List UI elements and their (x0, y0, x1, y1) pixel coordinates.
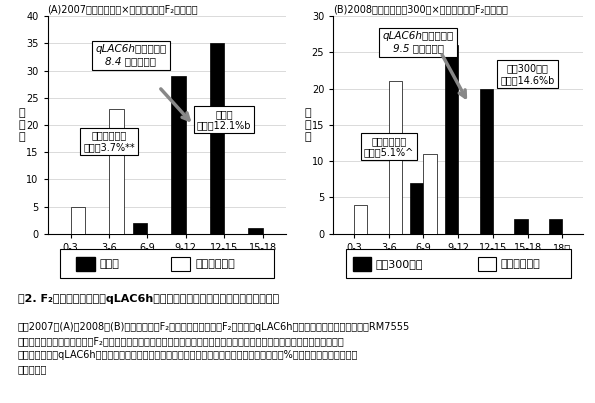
Text: 北海300号型
平均　14.6%b: 北海300号型 平均 14.6%b (500, 63, 555, 85)
Bar (171, 257, 190, 271)
Text: 2007年(A)と2008年(B)にそれぞれのF₂解析集団を養成し、F₂各個体のqLAC6h遣伝子型を近接するマーカーRM7555
によって判別した。成熟後にF: 2007年(A)と2008年(B)にそれぞれのF₂解析集団を養成し、F₂各個体の… (18, 322, 410, 374)
Bar (354, 205, 367, 234)
Bar (549, 219, 562, 234)
Text: 初零型: 初零型 (100, 259, 120, 269)
Text: 噣2. F₂解析集団におけるqLAC6h遣伝子型別のアミロース含有率の頻度分布: 噣2. F₂解析集団におけるqLAC6h遣伝子型別のアミロース含有率の頻度分布 (18, 294, 279, 304)
Bar (71, 207, 85, 234)
Bar (411, 183, 424, 234)
Text: qLAC6h導入による
9.5 の低減効果: qLAC6h導入による 9.5 の低減効果 (383, 31, 454, 53)
Text: (A)2007年温室「初零×はなえまき」F₂解析集団: (A)2007年温室「初零×はなえまき」F₂解析集団 (48, 4, 198, 14)
Bar (248, 228, 262, 234)
Bar (480, 89, 493, 234)
Text: はなえまき型: はなえまき型 (500, 259, 540, 269)
Bar (76, 257, 95, 271)
Bar (389, 81, 402, 234)
Text: はなえまき型: はなえまき型 (195, 259, 235, 269)
Bar (478, 257, 496, 271)
Bar (515, 219, 528, 234)
X-axis label: アミロース含有率(%): アミロース含有率(%) (130, 258, 203, 268)
Text: 初零型
平均　12.1%b: 初零型 平均 12.1%b (197, 109, 252, 130)
Y-axis label: 個
体
数: 個 体 数 (18, 108, 25, 141)
Text: 北海300号型: 北海300号型 (375, 259, 423, 269)
FancyBboxPatch shape (60, 249, 274, 278)
FancyBboxPatch shape (346, 249, 571, 278)
Bar (133, 223, 148, 234)
Bar (353, 257, 371, 271)
Bar (209, 43, 224, 234)
Bar (171, 76, 186, 234)
Bar (109, 108, 124, 234)
Bar (424, 154, 437, 234)
Bar (445, 45, 458, 234)
Text: はなえまき型
平均　3.7%**: はなえまき型 平均 3.7%** (83, 131, 135, 152)
Text: qLAC6h導入による
8.4 の低減効果: qLAC6h導入による 8.4 の低減効果 (95, 44, 167, 66)
X-axis label: アミロース含有率(%): アミロース含有率(%) (422, 258, 494, 268)
Text: はなえまき型
平均　5.1%^: はなえまき型 平均 5.1%^ (364, 136, 414, 158)
Y-axis label: 個
体
数: 個 体 数 (304, 108, 311, 141)
Text: (B)2008年圃場「北海300号×はなえまき」F₂解析集団: (B)2008年圃場「北海300号×はなえまき」F₂解析集団 (333, 4, 508, 14)
